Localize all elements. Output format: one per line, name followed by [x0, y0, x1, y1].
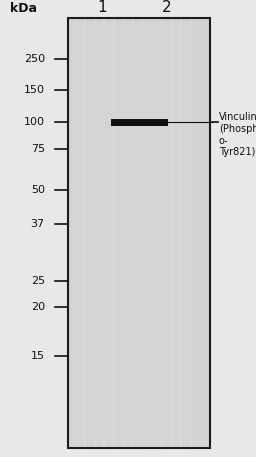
Bar	[111, 119, 168, 126]
Text: Vinculin
(Phospho
o-
Tyr821): Vinculin (Phospho o- Tyr821)	[219, 112, 256, 157]
Text: 2: 2	[162, 0, 171, 15]
Text: 50: 50	[31, 185, 45, 195]
Text: 15: 15	[31, 351, 45, 361]
Text: 250: 250	[24, 54, 45, 64]
Text: 25: 25	[31, 276, 45, 286]
Text: 1: 1	[98, 0, 107, 15]
Text: 20: 20	[31, 302, 45, 312]
Text: 150: 150	[24, 85, 45, 96]
Text: kDa: kDa	[9, 2, 37, 15]
Text: 100: 100	[24, 117, 45, 128]
Bar	[68, 18, 210, 448]
Text: 37: 37	[31, 219, 45, 229]
Text: 75: 75	[31, 143, 45, 154]
